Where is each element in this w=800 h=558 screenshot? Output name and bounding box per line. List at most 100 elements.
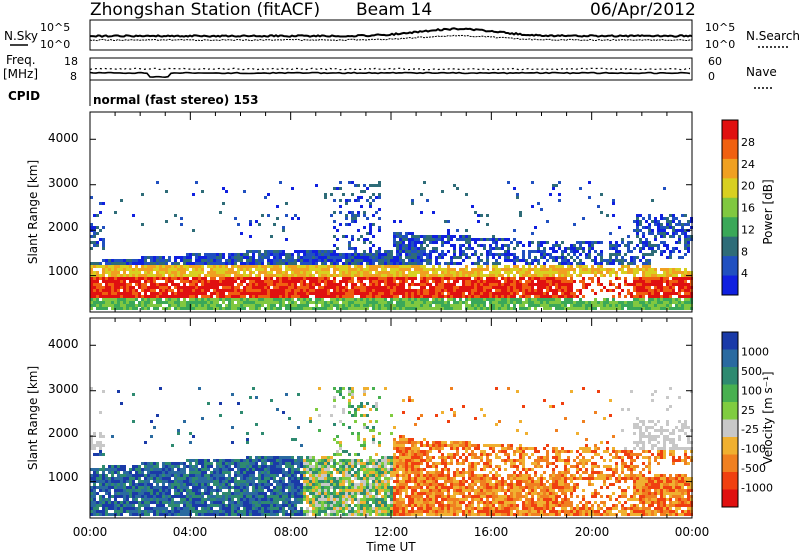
heatmap-cell: [252, 259, 255, 262]
heatmap-cell: [195, 277, 198, 280]
heatmap-cell: [681, 307, 684, 310]
heatmap-cell: [651, 298, 654, 301]
heatmap-cell: [150, 298, 153, 301]
heatmap-cell: [513, 253, 516, 256]
heatmap-cell: [372, 262, 375, 265]
heatmap-cell: [192, 465, 195, 468]
heatmap-cell: [108, 489, 111, 492]
heatmap-cell: [639, 280, 642, 283]
heatmap-cell: [537, 250, 540, 253]
heatmap-cell: [537, 274, 540, 277]
heatmap-cell: [180, 477, 183, 480]
heatmap-cell: [126, 289, 129, 292]
heatmap-cell: [195, 253, 198, 256]
heatmap-cell: [351, 214, 354, 217]
heatmap-cell: [408, 250, 411, 253]
heatmap-cell: [216, 301, 219, 304]
heatmap-cell: [654, 277, 657, 280]
heatmap-cell: [576, 256, 579, 259]
heatmap-cell: [234, 253, 237, 256]
heatmap-cell: [432, 277, 435, 280]
heatmap-cell: [225, 471, 228, 474]
heatmap-cell: [147, 301, 150, 304]
heatmap-cell: [525, 274, 528, 277]
heatmap-cell: [138, 304, 141, 307]
heatmap-cell: [471, 262, 474, 265]
heatmap-cell: [486, 238, 489, 241]
heatmap-cell: [273, 504, 276, 507]
heatmap-cell: [114, 477, 117, 480]
heatmap-cell: [255, 423, 258, 426]
heatmap-cell: [195, 295, 198, 298]
heatmap-cell: [438, 295, 441, 298]
heatmap-cell: [204, 256, 207, 259]
heatmap-cell: [132, 289, 135, 292]
heatmap-cell: [105, 507, 108, 510]
heatmap-cell: [543, 292, 546, 295]
heatmap-cell: [246, 292, 249, 295]
heatmap-cell: [471, 304, 474, 307]
heatmap-cell: [210, 271, 213, 274]
heatmap-cell: [588, 250, 591, 253]
heatmap-cell: [129, 474, 132, 477]
heatmap-cell: [255, 486, 258, 489]
heatmap-cell: [528, 286, 531, 289]
heatmap-cell: [372, 214, 375, 217]
heatmap-cell: [411, 247, 414, 250]
heatmap-cell: [615, 286, 618, 289]
heatmap-cell: [366, 289, 369, 292]
heatmap-cell: [378, 295, 381, 298]
heatmap-cell: [273, 280, 276, 283]
heatmap-cell: [420, 283, 423, 286]
heatmap-cell: [483, 307, 486, 310]
heatmap-cell: [420, 274, 423, 277]
heatmap-cell: [231, 477, 234, 480]
heatmap-cell: [138, 495, 141, 498]
heatmap-cell: [378, 196, 381, 199]
heatmap-cell: [435, 301, 438, 304]
heatmap-cell: [342, 265, 345, 268]
heatmap-cell: [276, 468, 279, 471]
heatmap-cell: [141, 483, 144, 486]
heatmap-cell: [234, 465, 237, 468]
heatmap-cell: [612, 199, 615, 202]
heatmap-cell: [435, 292, 438, 295]
heatmap-cell: [432, 271, 435, 274]
heatmap-cell: [321, 274, 324, 277]
heatmap-cell: [222, 256, 225, 259]
heatmap-cell: [543, 301, 546, 304]
heatmap-cell: [282, 286, 285, 289]
heatmap-cell: [414, 235, 417, 238]
heatmap-cell: [246, 510, 249, 513]
heatmap-cell: [93, 298, 96, 301]
heatmap-cell: [540, 253, 543, 256]
heatmap-cell: [366, 295, 369, 298]
heatmap-cell: [237, 501, 240, 504]
heatmap-cell: [606, 298, 609, 301]
heatmap-cell: [426, 238, 429, 241]
heatmap-cell: [534, 301, 537, 304]
heatmap-cell: [240, 301, 243, 304]
heatmap-cell: [234, 480, 237, 483]
heatmap-cell: [99, 411, 102, 414]
heatmap-cell: [117, 265, 120, 268]
heatmap-cell: [495, 241, 498, 244]
heatmap-cell: [345, 295, 348, 298]
heatmap-cell: [420, 193, 423, 196]
heatmap-cell: [597, 265, 600, 268]
heatmap-cell: [129, 307, 132, 310]
heatmap-cell: [165, 301, 168, 304]
heatmap-cell: [297, 256, 300, 259]
heatmap-cell: [99, 504, 102, 507]
heatmap-cell: [111, 465, 114, 468]
heatmap-cell: [291, 295, 294, 298]
heatmap-cell: [390, 292, 393, 295]
heatmap-cell: [423, 307, 426, 310]
heatmap-cell: [144, 507, 147, 510]
heatmap-cell: [435, 241, 438, 244]
heatmap-cell: [453, 301, 456, 304]
heatmap-cell: [219, 498, 222, 501]
heatmap-cell: [105, 492, 108, 495]
heatmap-cell: [258, 510, 261, 513]
heatmap-cell: [168, 289, 171, 292]
